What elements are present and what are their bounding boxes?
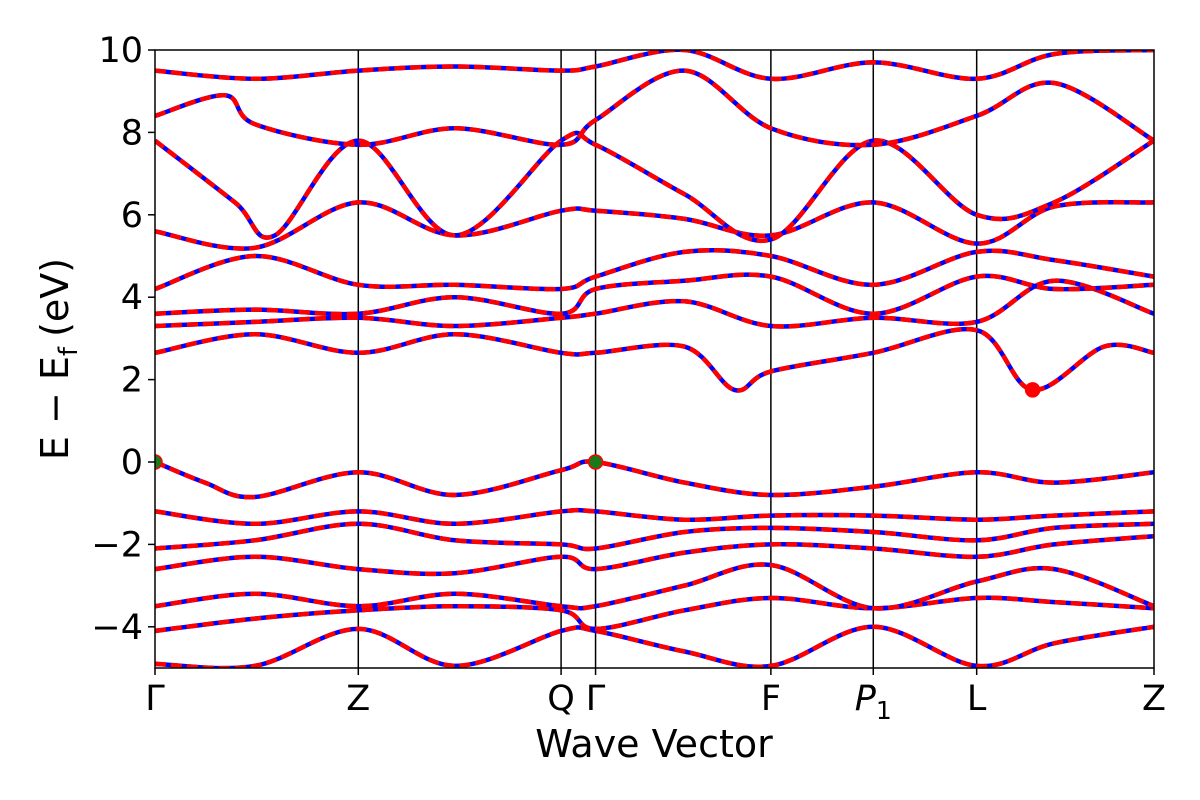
y-tick-label: 8 (121, 113, 143, 153)
band-line-red-dashed (155, 562, 1154, 611)
band-line-red-dashed (155, 459, 1154, 500)
x-tick-label-text: Q (547, 679, 575, 719)
band-line-red-dashed (155, 247, 1154, 292)
x-tick-label: Z (1142, 679, 1166, 719)
x-axis-ticks: Γ Z Q Γ F P1 L Z (145, 668, 1166, 725)
band-line-red-dashed (155, 68, 1154, 148)
y-axis-title-subscript: f (54, 346, 84, 356)
y-tick-label: −4 (91, 608, 143, 648)
x-tick-label-text: Z (1142, 679, 1166, 719)
band-line-red-dashed (155, 50, 1154, 82)
band-line-red-dashed (155, 272, 1154, 317)
x-tick-label: Z (346, 679, 370, 719)
y-axis-ticks: −4 −2 0 2 4 6 8 10 (91, 31, 155, 648)
x-tick-label-text: L (967, 679, 987, 719)
extrema-markers (155, 382, 1041, 470)
band-line-red-dashed (155, 521, 1154, 552)
y-axis-title-unit: (eV) (33, 258, 77, 337)
band-lines (155, 50, 1154, 668)
x-tick-label-text: Γ (145, 679, 165, 719)
x-tick-label-text: P (855, 679, 877, 719)
y-tick-label: 6 (121, 196, 143, 236)
x-tick-label: Q (547, 679, 575, 719)
high-symmetry-lines (357, 50, 978, 668)
y-tick-label: 4 (121, 278, 143, 318)
y-tick-label: 2 (121, 361, 143, 401)
band-line-red-dashed (155, 533, 1154, 577)
band-line-red-dashed (155, 326, 1154, 393)
band-line-red-dashed (155, 595, 1154, 634)
band-line-red-dashed (155, 507, 1154, 527)
band-line-red-dashed (155, 199, 1154, 251)
extremum-marker (1024, 382, 1041, 398)
x-axis-title: Wave Vector (535, 722, 773, 766)
x-tick-label-text: Z (346, 679, 370, 719)
y-tick-label: 0 (121, 443, 143, 483)
x-tick-label: Γ (145, 679, 165, 719)
extremum-marker (155, 454, 163, 470)
y-tick-label: −2 (91, 525, 143, 565)
y-axis-title-main: E − E (33, 356, 77, 460)
y-axis-title: E − Ef (eV) (33, 258, 84, 460)
band-line-red-dashed (155, 278, 1154, 329)
x-tick-label-subscript: 1 (876, 696, 892, 725)
x-tick-label-text: Γ (586, 679, 606, 719)
x-tick-label: L (967, 679, 987, 719)
x-tick-label: F (761, 679, 781, 719)
y-tick-label: 10 (98, 31, 143, 71)
band-line-red-dashed (155, 130, 1154, 244)
x-tick-label: Γ (586, 679, 606, 719)
plot-frame (154, 49, 1155, 669)
x-tick-label: P1 (855, 679, 892, 725)
x-tick-label-text: F (761, 679, 781, 719)
band-line-red-dashed (155, 624, 1154, 668)
extremum-marker (587, 454, 604, 470)
